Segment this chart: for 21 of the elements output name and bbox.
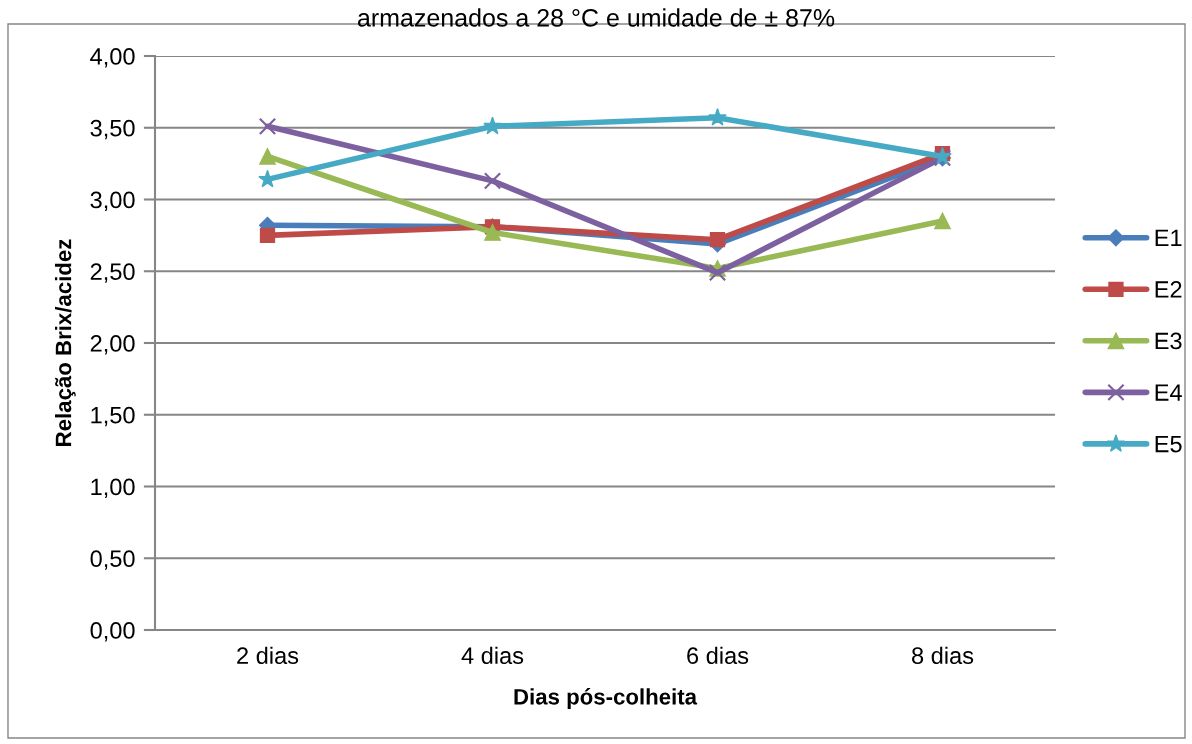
chart-title: armazenados a 28 °C e umidade de ± 87%	[357, 8, 835, 27]
x-axis-title: Dias pós-colheita	[514, 688, 698, 710]
y-tick-label: 2,00	[90, 335, 135, 355]
y-tick-label: 4,00	[90, 48, 135, 68]
y-tick-label: 0,00	[90, 622, 135, 642]
x-tick-label: 8 dias	[912, 646, 974, 665]
x-tick-label: 2 dias	[237, 646, 299, 665]
x-tick-label: 4 dias	[461, 646, 524, 665]
y-tick-label: 1,50	[91, 406, 135, 427]
y-tick-label: 1,00	[91, 478, 135, 499]
x-tick-label: 6 dias	[687, 646, 749, 665]
y-tick-label: 3,00	[90, 191, 135, 212]
y-tick-label: 3,50	[90, 119, 135, 140]
legend-label: E4	[1155, 384, 1182, 401]
legend-label: E5	[1155, 435, 1182, 453]
legend-label: E2	[1155, 281, 1182, 298]
y-tick-label: 0,50	[90, 550, 135, 570]
legend-label: E3	[1155, 332, 1182, 350]
y-tick-label: 2,50	[90, 263, 135, 283]
y-axis-title: Relação Brix/acidez	[55, 239, 76, 446]
legend-label: E1	[1155, 229, 1182, 247]
